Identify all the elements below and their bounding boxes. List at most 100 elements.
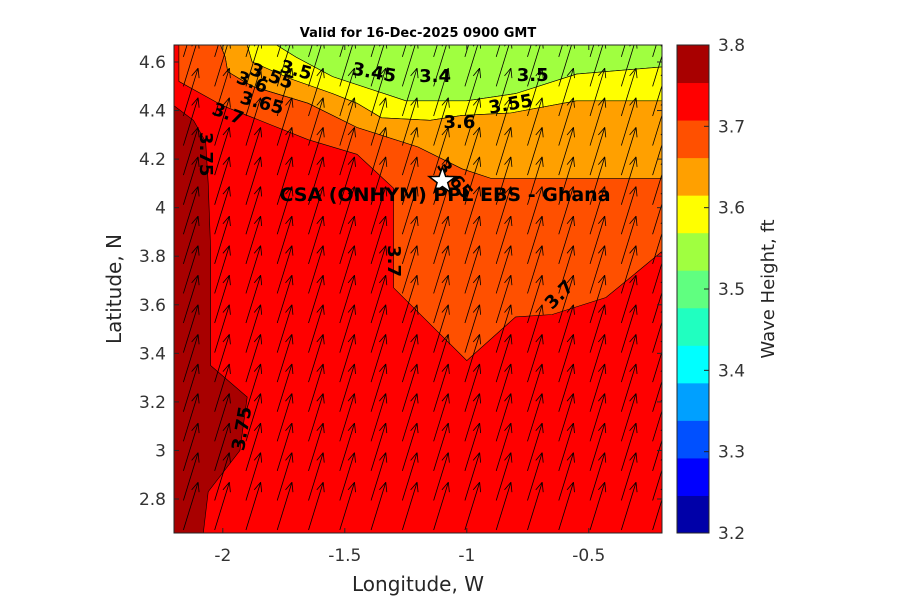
wave-arrow	[652, 45, 657, 57]
wave-arrow	[308, 422, 325, 472]
colorbar: 3.2 3.3 3.4 3.5 3.6 3.7 3.8	[676, 36, 745, 544]
x-tick-label: -0.5	[572, 546, 605, 566]
wave-arrow	[464, 363, 482, 412]
wave-arrow	[620, 97, 638, 146]
wave-arrow	[370, 334, 388, 383]
wave-arrow	[589, 97, 607, 146]
wave-arrow	[245, 97, 263, 146]
wave-arrow	[339, 393, 356, 442]
wave-arrow	[276, 452, 294, 501]
colorbar-tick-label: 3.3	[718, 443, 745, 463]
wave-arrow	[276, 363, 294, 412]
wave-arrow	[620, 245, 638, 294]
wave-arrow	[495, 97, 513, 146]
wave-arrow	[308, 45, 313, 57]
wave-arrow	[401, 363, 419, 412]
wave-arrow	[464, 452, 482, 501]
wave-arrow	[214, 393, 231, 442]
wave-arrow	[183, 67, 200, 117]
x-axis: -2 -1.5 -1 -0.5	[214, 45, 605, 566]
wave-arrow	[620, 45, 626, 57]
wave-arrow	[214, 274, 231, 324]
wave-arrow	[308, 304, 325, 353]
wave-arrow	[558, 481, 575, 531]
wave-arrow	[464, 97, 482, 146]
wave-arrow	[276, 393, 294, 442]
wave-arrow	[308, 393, 325, 442]
colorbar-tick-label: 3.6	[718, 199, 745, 219]
wave-arrow	[433, 274, 450, 324]
wave-arrow	[276, 274, 294, 324]
wave-arrow	[527, 452, 544, 501]
contour-region-3-7	[178, 45, 662, 362]
wave-arrow	[276, 186, 294, 235]
wave-arrow	[527, 97, 544, 146]
wave-arrow	[183, 393, 200, 442]
wave-arrow	[620, 67, 638, 117]
wave-arrow	[276, 334, 294, 383]
wave-arrow	[339, 274, 356, 324]
wave-arrow	[401, 45, 407, 57]
wave-arrow	[527, 304, 544, 353]
y-tick-label: 3.4	[139, 344, 166, 364]
wave-arrow	[183, 422, 200, 472]
wave-arrow	[214, 127, 231, 176]
wave-arrow	[433, 215, 450, 264]
wave-arrow	[495, 452, 513, 501]
wave-arrow	[214, 45, 231, 87]
wave-arrow	[308, 334, 325, 383]
contour-label: 3.4	[419, 66, 451, 87]
wave-arrow	[433, 452, 450, 501]
wave-arrow	[245, 393, 263, 442]
wave-arrow	[558, 304, 575, 353]
wave-arrow	[527, 363, 544, 412]
colorbar-swatch	[677, 307, 709, 346]
plot-area: 3.53.553.63.653.73.45 3.4 3.53.553.63.753.…	[139, 44, 663, 566]
y-tick-label: 4.4	[139, 102, 166, 122]
wave-arrow	[276, 45, 282, 57]
wave-arrow	[464, 274, 482, 324]
site-marker-group: CSA (ONHYM) PPL EBS - Ghana	[279, 164, 611, 206]
wave-arrow	[558, 363, 575, 412]
wave-arrow	[370, 127, 388, 176]
wave-arrow	[401, 481, 419, 531]
wave-arrow	[245, 245, 263, 294]
wave-arrow	[276, 481, 294, 531]
wave-arrow	[214, 45, 219, 57]
wave-arrow	[245, 304, 263, 353]
colorbar-swatch	[677, 420, 709, 459]
wave-arrow	[339, 45, 356, 87]
wave-arrow	[401, 304, 419, 353]
wave-arrow	[183, 363, 200, 412]
wave-arrow	[401, 67, 419, 117]
wave-arrow	[433, 67, 450, 117]
y-tick-label: 3.6	[139, 296, 166, 316]
wave-arrow	[370, 245, 388, 294]
wave-arrow	[183, 127, 200, 176]
wave-arrow	[495, 45, 501, 57]
wave-arrow	[370, 45, 376, 57]
wave-arrow	[589, 186, 607, 235]
wave-arrow	[464, 186, 482, 235]
wave-arrow	[370, 186, 388, 235]
wave-arrow	[558, 97, 575, 146]
wave-arrow	[401, 274, 419, 324]
wave-arrow	[495, 127, 513, 176]
wave-arrow	[214, 481, 231, 531]
wave-arrow	[183, 304, 200, 353]
wave-arrow	[183, 97, 200, 146]
wave-arrow	[276, 245, 294, 294]
wave-arrow	[214, 67, 231, 117]
y-axis: 2.8 3 3.2 3.4 3.6 3.8 4 4.2 4.4 4.6	[139, 53, 662, 510]
wave-arrow	[339, 127, 356, 176]
wave-arrow	[214, 363, 231, 412]
x-tick-label: -1	[458, 546, 475, 566]
wave-arrow	[620, 422, 638, 472]
contour-label: 3.75	[195, 132, 216, 176]
wave-arrow	[245, 156, 263, 205]
wave-arrow	[308, 481, 325, 531]
wave-arrow	[183, 274, 200, 324]
wave-arrow	[339, 334, 356, 383]
wave-arrow	[620, 215, 638, 264]
wave-arrow	[214, 422, 231, 472]
